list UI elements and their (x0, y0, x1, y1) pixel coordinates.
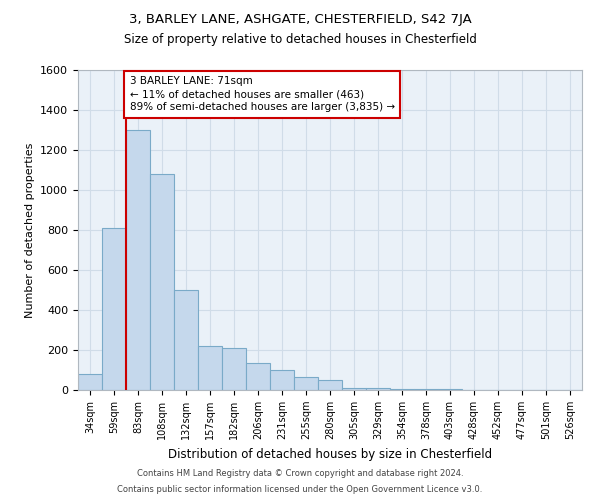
Bar (270, 370, 294, 390)
Text: 3 BARLEY LANE: 71sqm
← 11% of detached houses are smaller (463)
89% of semi-deta: 3 BARLEY LANE: 71sqm ← 11% of detached h… (130, 76, 395, 112)
Bar (150, 174, 174, 390)
Bar (294, 377, 318, 390)
Y-axis label: Number of detached properties: Number of detached properties (25, 142, 35, 318)
Bar (342, 388, 366, 390)
Bar (414, 389, 438, 390)
Bar (126, 130, 150, 390)
Bar (246, 363, 270, 390)
X-axis label: Distribution of detached houses by size in Chesterfield: Distribution of detached houses by size … (168, 448, 492, 460)
Bar (222, 348, 246, 390)
Text: Size of property relative to detached houses in Chesterfield: Size of property relative to detached ho… (124, 32, 476, 46)
Bar (174, 290, 198, 390)
Bar (198, 346, 222, 390)
Bar (390, 389, 414, 390)
Bar (318, 380, 342, 390)
Text: 3, BARLEY LANE, ASHGATE, CHESTERFIELD, S42 7JA: 3, BARLEY LANE, ASHGATE, CHESTERFIELD, S… (128, 12, 472, 26)
Text: Contains HM Land Registry data © Crown copyright and database right 2024.: Contains HM Land Registry data © Crown c… (137, 468, 463, 477)
Bar (366, 388, 390, 390)
Bar (78, 374, 102, 390)
Text: Contains public sector information licensed under the Open Government Licence v3: Contains public sector information licen… (118, 485, 482, 494)
Bar (102, 228, 126, 390)
